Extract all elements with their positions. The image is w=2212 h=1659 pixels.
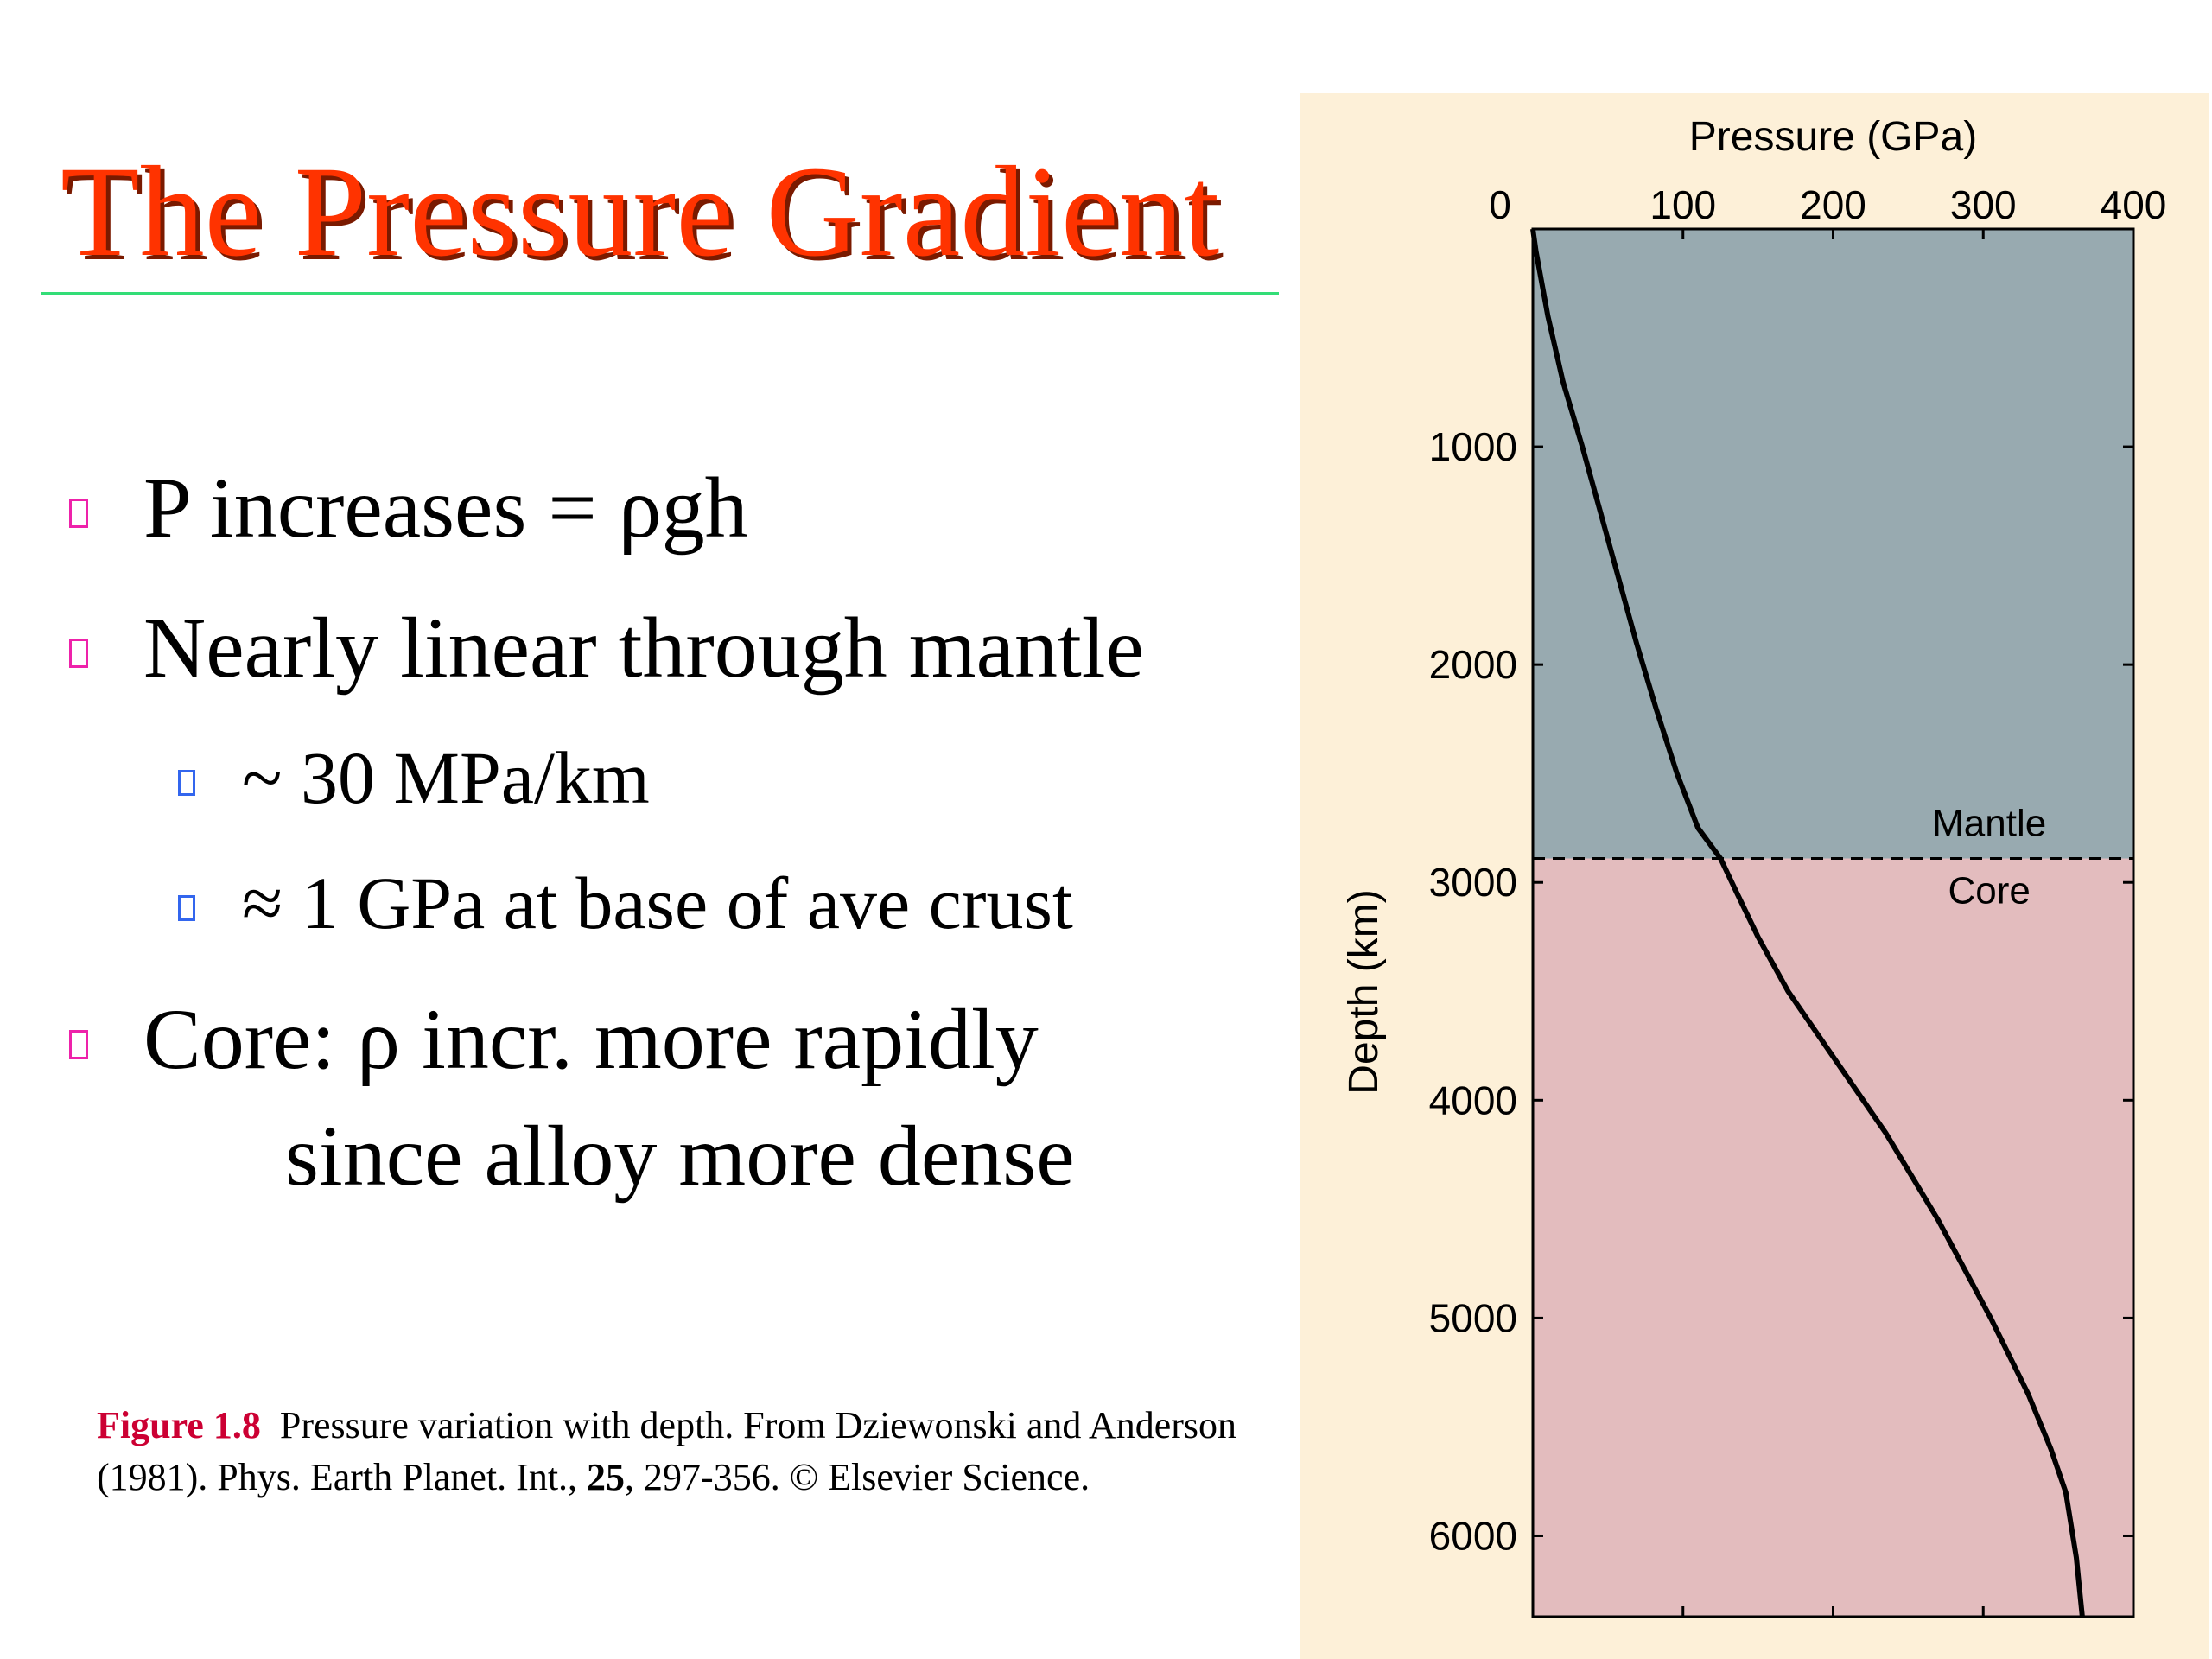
sub-bullet-square-icon — [178, 770, 195, 796]
bullet-text: ≈ 1 GPa at base of ave crust — [242, 861, 1073, 944]
sub-bullet-gradient: ~ 30 MPa/km — [178, 734, 650, 821]
x-axis-title: Pressure (GPa) — [1689, 114, 1977, 160]
bullet-square-icon — [69, 1030, 88, 1059]
y-tick-label: 2000 — [1429, 642, 1517, 687]
x-tick-label: 400 — [2101, 182, 2167, 227]
sub-bullet-crust-pressure: ≈ 1 GPa at base of ave crust — [178, 860, 1073, 946]
caption-volume: 25 — [587, 1456, 626, 1498]
bullet-text: ~ 30 MPa/km — [242, 736, 650, 819]
y-tick-label: 6000 — [1429, 1513, 1517, 1558]
region-label-core: Core — [1948, 870, 2031, 912]
x-tick-label: 100 — [1649, 182, 1716, 227]
figure-caption: Figure 1.8 Pressure variation with depth… — [97, 1400, 1289, 1503]
title-divider — [41, 292, 1279, 295]
bullet-text: Core: ρ incr. more rapidly — [143, 991, 1039, 1087]
bullet-square-icon — [69, 499, 88, 528]
caption-label: Figure 1.8 — [97, 1404, 261, 1446]
region-label-mantle: Mantle — [1932, 803, 2046, 845]
caption-text-end: , 297-356. © Elsevier Science. — [625, 1456, 1090, 1498]
y-tick-label: 4000 — [1429, 1077, 1517, 1122]
region-mantle — [1533, 229, 2133, 859]
y-tick-label: 5000 — [1429, 1295, 1517, 1340]
pressure-curve — [1530, 228, 2085, 1618]
slide-title: The Pressure Gradient — [60, 140, 1220, 283]
bullet-text: Nearly linear through mantle — [143, 600, 1144, 696]
bullet-square-icon — [69, 639, 88, 668]
x-tick-label: 200 — [1800, 182, 1866, 227]
x-tick-label: 0 — [1489, 182, 1511, 227]
caption-text: Pressure variation with depth. From Dzie… — [97, 1404, 1236, 1498]
pressure-depth-chart: Mantle Core 0 100 200 300 400 1000 2000 3000 4000 5… — [1300, 93, 2209, 1659]
x-tick-label: 300 — [1950, 182, 2017, 227]
y-tick-label: 3000 — [1429, 860, 1517, 905]
y-tick-label: 1000 — [1429, 424, 1517, 469]
sub-bullet-square-icon — [178, 895, 195, 921]
bullet-pressure-formula: P increases = ρgh — [69, 458, 748, 557]
bullet-continuation: since alloy more dense — [285, 1108, 1075, 1204]
region-core — [1533, 858, 2133, 1617]
bullet-linear-mantle: Nearly linear through mantle — [69, 598, 1144, 697]
bullet-core-density: Core: ρ incr. more rapidly — [69, 989, 1039, 1089]
y-axis-title: Depth (km) — [1341, 889, 1387, 1094]
bullet-text: P increases = ρgh — [143, 460, 748, 556]
